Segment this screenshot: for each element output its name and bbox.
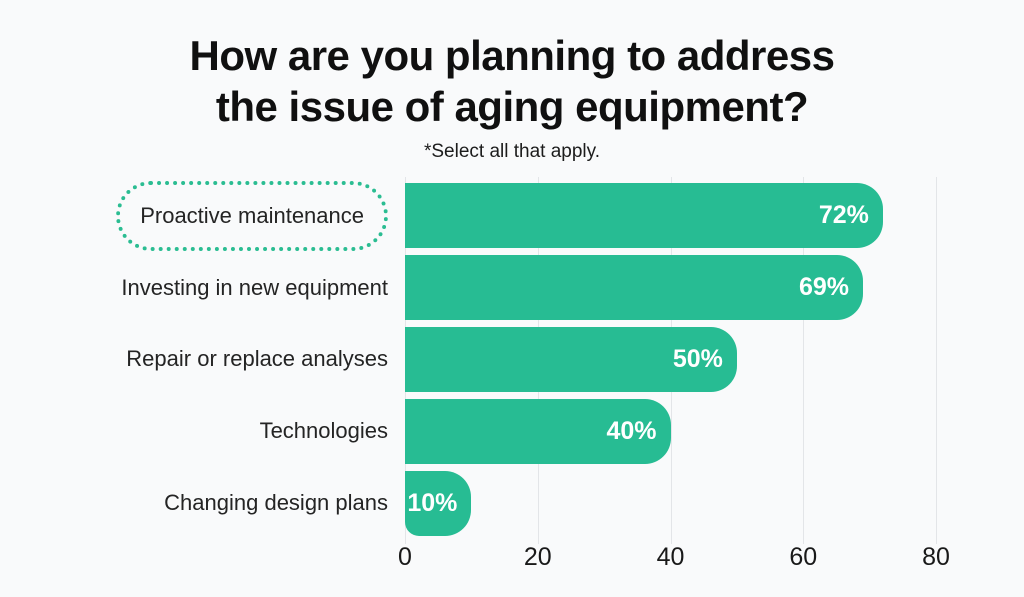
chart-subtitle: *Select all that apply. [423,141,601,162]
category-label: Proactive maintenance [140,202,364,228]
category-label: Repair or replace analyses [126,346,388,372]
bar-chart-plot-area: Proactive maintenance 72% Investing in new… [0,177,1024,544]
category-label: Investing in new equipment [121,274,388,300]
x-tick-label-0: 0 [398,543,412,571]
bar-row: Technologies 40% [0,395,1024,467]
bar-changing-design-plans: 10% [405,470,472,536]
x-tick-label-40: 40 [656,543,685,571]
gridline-x-60 [803,177,805,544]
bar-proactive-maintenance: 72% [405,183,883,249]
bar-value-label: 69% [798,273,849,302]
bar-technologies: 40% [405,398,671,464]
bar-repair-or-replace-analyses: 50% [405,326,737,392]
x-tick-label-80: 80 [922,543,950,571]
highlight-dotted-outline: Proactive maintenance [116,180,388,251]
chart-title-line1: How are you planning to address [189,32,835,79]
bar-rows-layer: Proactive maintenance 72% Investing in new… [0,180,1024,540]
category-label-cell: Technologies [0,418,388,444]
bar-row: Repair or replace analyses 50% [0,324,1024,396]
category-label: Technologies [259,418,388,444]
category-label-cell: Changing design plans [0,490,388,516]
x-axis: 0 20 40 60 80 [0,543,1024,577]
bar-value-label: 40% [606,416,657,445]
bar-row: Investing in new equipment 69% [0,252,1024,324]
gridline-x-80 [936,177,937,544]
chart-title-line2: the issue of aging equipment? [215,83,809,130]
bar-row: Proactive maintenance 72% [0,180,1024,252]
category-label-cell: Investing in new equipment [0,275,388,301]
x-tick-label-20: 20 [523,543,552,571]
category-label-cell: Repair or replace analyses [0,346,388,372]
bar-value-label: 50% [672,344,723,373]
bar-investing-in-new-equipment: 69% [405,255,863,321]
chart-title: How are you planning to address the issue… [0,30,1024,132]
category-label-cell: Proactive maintenance [0,180,388,251]
x-tick-label-60: 60 [789,543,818,571]
category-label: Changing design plans [164,490,388,516]
bar-value-label: 72% [818,201,869,230]
bar-row: Changing design plans 10% [0,467,1024,539]
bar-value-label: 10% [407,488,458,517]
